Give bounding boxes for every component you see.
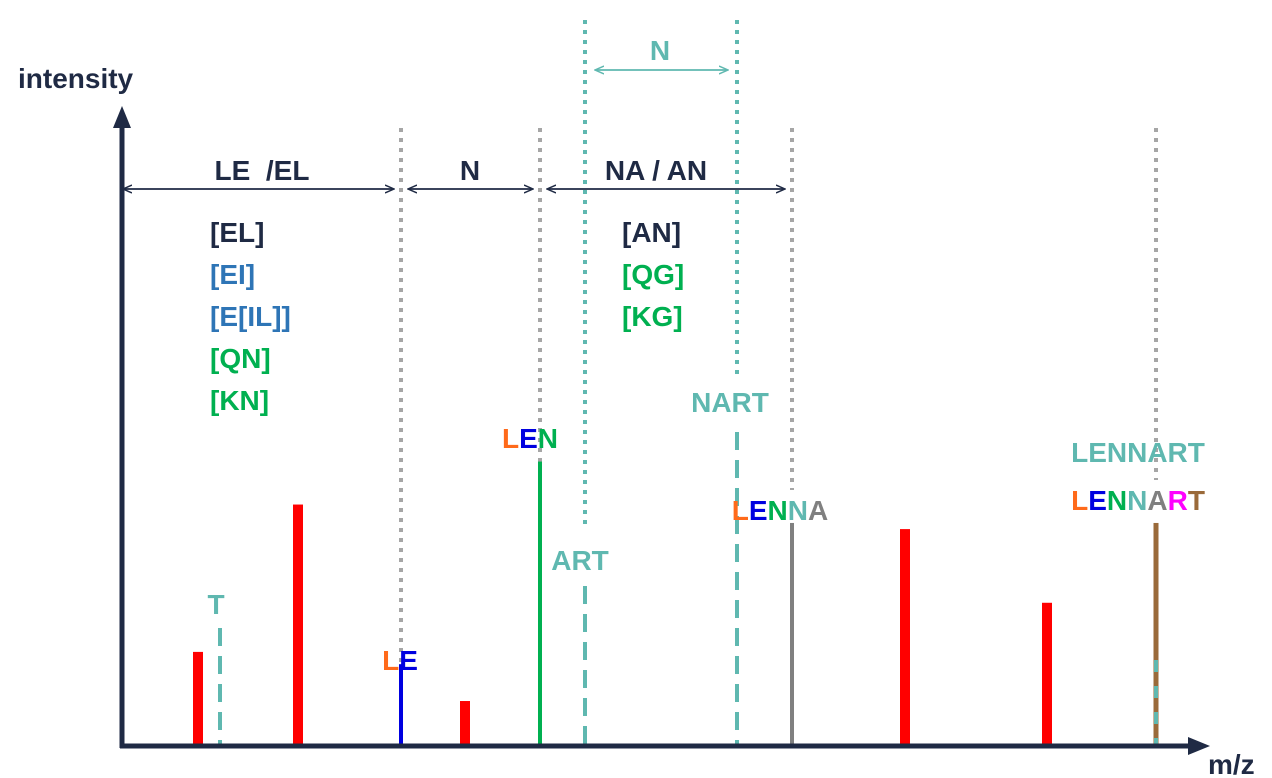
x-axis-arrowhead (1188, 737, 1210, 755)
left-list-item: [E[IL]] (210, 301, 291, 332)
left-composition-list: [EL] [EI] [E[IL]] [QN] [KN] (210, 217, 291, 416)
right-list-item: [QG] (622, 259, 684, 290)
letter: T (1188, 485, 1205, 516)
letter: E (749, 495, 768, 526)
y-axis-arrowhead (113, 106, 131, 128)
letter: L (1071, 485, 1088, 516)
red-peak (900, 529, 910, 744)
letter: N (1127, 485, 1147, 516)
letter: L (502, 423, 519, 454)
range-label-le-el: LE /EL (215, 155, 310, 186)
letter: A (1147, 485, 1167, 516)
letter: E (1088, 485, 1107, 516)
red-peak (460, 701, 470, 744)
letter: L (732, 495, 749, 526)
peak-label-lenna: LENNA (732, 495, 829, 526)
x-axis-label: m/z (1208, 749, 1255, 778)
red-peak (293, 504, 303, 744)
letter: L (382, 645, 399, 676)
ion-label-art: ART (551, 545, 609, 576)
right-composition-list: [AN] [QG] [KG] (622, 217, 684, 332)
right-list-item: [KG] (622, 301, 683, 332)
lennart-peak (1153, 522, 1159, 744)
letter: N (1107, 485, 1127, 516)
y-axis-label: intensity (18, 63, 134, 94)
left-list-item: [QN] (210, 343, 271, 374)
lenna-peak (790, 522, 794, 744)
letter: R (1168, 485, 1188, 516)
left-list-item: [EL] (210, 217, 264, 248)
right-list-item: [AN] (622, 217, 681, 248)
range-label-n-top: N (650, 35, 670, 66)
letter: N (788, 495, 808, 526)
red-peak (1042, 602, 1052, 744)
letter: N (768, 495, 788, 526)
ion-label-lennart-complement: LENNART (1071, 437, 1205, 468)
range-label-na-an: NA / AN (605, 155, 707, 186)
letter: E (519, 423, 538, 454)
letter: N (538, 423, 558, 454)
left-list-item: [EI] (210, 259, 255, 290)
peak-label-le: LE (382, 645, 418, 676)
letter: A (808, 495, 828, 526)
ion-label-nart: NART (691, 387, 769, 418)
red-peak (193, 651, 203, 744)
peak-label-len: LEN (502, 423, 558, 454)
peak-label-lennart: LENNART (1071, 485, 1205, 516)
ion-label-t: T (207, 589, 224, 620)
len-peak (538, 461, 542, 744)
le-peak (399, 664, 403, 744)
left-list-item: [KN] (210, 385, 269, 416)
spectrum-peaks (193, 461, 1159, 744)
range-label-n: N (460, 155, 480, 186)
letter: E (399, 645, 418, 676)
